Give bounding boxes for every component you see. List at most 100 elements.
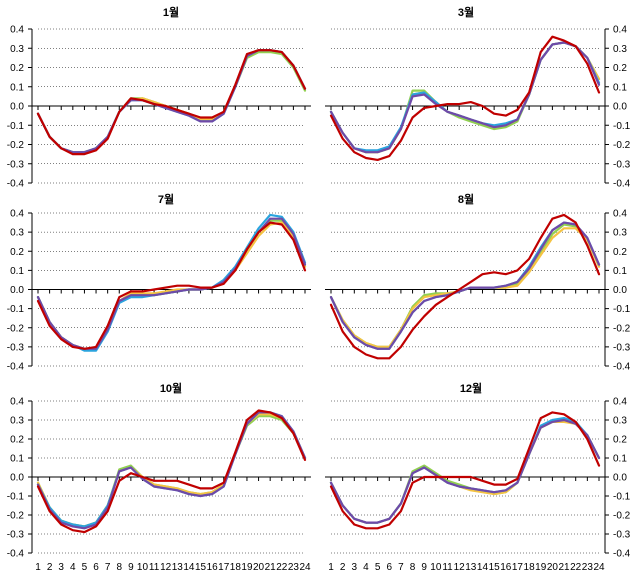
y-tick-label: 0.3 [613, 416, 627, 427]
y-tick-label: 0.4 [10, 397, 24, 408]
series-line-2 [329, 227, 601, 348]
y-tick-label: 0.0 [10, 102, 24, 113]
x-tick-label: 4 [363, 562, 369, 573]
series-line-5 [329, 213, 601, 360]
x-tick-label: 9 [128, 562, 134, 573]
y-tick-label: 0.1 [10, 82, 24, 93]
x-tick-label: 3 [352, 562, 358, 573]
y-tick-label: 0.0 [10, 285, 24, 296]
series-line-4 [36, 49, 307, 154]
series-line-3 [329, 41, 601, 152]
y-tick-label: 0.4 [613, 209, 627, 220]
series-line-3 [329, 417, 601, 524]
x-tick-label: 13 [465, 562, 477, 573]
y-tick-label: -0.2 [7, 323, 25, 334]
y-tick-label: 0.3 [613, 228, 627, 239]
y-tick-label: -0.3 [7, 530, 25, 541]
series-line-5 [36, 49, 307, 156]
x-tick-label: 6 [93, 562, 99, 573]
chart-title: 10월 [160, 381, 182, 395]
x-tick-label: 15 [489, 562, 501, 573]
series-line-1 [329, 41, 601, 154]
x-tick-label: 10 [137, 562, 149, 573]
y-tick-label: -0.1 [7, 304, 25, 315]
x-tick-label: 21 [265, 562, 277, 573]
chart-panel-4: 8월 0.4 0.3 0.2 0.1 0.0 -0.1 -0.2 -0.3 -0.4 [325, 192, 631, 373]
series-line-3 [36, 213, 307, 352]
y-tick-label: 0.0 [613, 102, 627, 113]
series-line-4 [329, 221, 601, 350]
y-tick-label: -0.4 [613, 549, 631, 560]
x-tick-label: 18 [524, 562, 536, 573]
x-tick-label: 19 [241, 562, 253, 573]
y-tick-label: -0.1 [613, 492, 631, 503]
series-line-5 [329, 35, 601, 161]
y-tick-label: 0.2 [10, 435, 24, 446]
x-tick-label: 16 [207, 562, 219, 573]
x-tick-label: 24 [299, 562, 311, 573]
y-tick-label: 0.1 [10, 454, 24, 465]
x-tick-label: 17 [512, 562, 524, 573]
x-tick-label: 8 [410, 562, 416, 573]
x-tick-label: 9 [421, 562, 427, 573]
y-tick-label: 0.1 [613, 454, 627, 465]
y-tick-label: -0.2 [7, 511, 25, 522]
chart-panel-2: 3월 0.4 0.3 0.2 0.1 0.0 -0.1 -0.2 -0.3 -0.4 [325, 5, 631, 190]
y-tick-label: 0.3 [10, 44, 24, 55]
chart-panel-1: 1월 0.4 0.3 0.2 0.1 0.0 -0.1 -0.2 -0.3 -0.4 [7, 5, 311, 190]
series-line-3 [36, 49, 307, 154]
x-tick-label: 5 [82, 562, 88, 573]
x-tick-label: 12 [454, 562, 466, 573]
y-tick-label: 0.3 [10, 416, 24, 427]
x-tick-label: 1 [35, 562, 41, 573]
y-tick-label: 0.4 [10, 209, 24, 220]
x-tick-label: 2 [47, 562, 53, 573]
y-tick-label: -0.1 [613, 121, 631, 132]
x-tick-label: 3 [58, 562, 64, 573]
series-line-2 [329, 420, 601, 524]
chart-panel-3: 7월 0.4 0.3 0.2 0.1 0.0 -0.1 -0.2 -0.3 -0.4 [7, 192, 311, 373]
x-tick-label: 20 [547, 562, 559, 573]
y-tick-label: -0.4 [613, 362, 631, 373]
x-tick-label: 11 [149, 562, 160, 573]
x-tick-label: 21 [558, 562, 570, 573]
x-tick-label: 1 [328, 562, 334, 573]
series-line-4 [36, 217, 307, 350]
y-tick-label: 0.4 [10, 25, 24, 36]
y-tick-label: 0.3 [613, 44, 627, 55]
y-tick-label: 0.2 [10, 247, 24, 258]
y-tick-label: 0.0 [613, 285, 627, 296]
y-tick-label: -0.1 [7, 492, 25, 503]
y-tick-label: -0.1 [613, 304, 631, 315]
chart-title: 3월 [458, 5, 474, 19]
y-tick-label: 0.4 [613, 397, 627, 408]
series-line-1 [36, 415, 307, 528]
y-tick-label: 0.1 [10, 266, 24, 277]
y-tick-label: 0.1 [613, 266, 627, 277]
y-tick-label: 0.2 [613, 247, 627, 258]
y-tick-label: 0.2 [10, 63, 24, 74]
y-tick-label: 0.0 [10, 473, 24, 484]
x-tick-label: 15 [195, 562, 207, 573]
series-line-4 [329, 41, 601, 154]
y-tick-label: 0.2 [613, 63, 627, 74]
x-tick-label: 11 [442, 562, 453, 573]
y-tick-label: -0.3 [613, 530, 631, 541]
x-tick-label: 13 [172, 562, 184, 573]
y-tick-label: -0.4 [7, 549, 25, 560]
series-line-5 [329, 411, 601, 530]
x-tick-label: 18 [230, 562, 242, 573]
y-tick-label: 0.0 [613, 473, 627, 484]
y-tick-label: -0.2 [613, 511, 631, 522]
x-tick-label: 23 [288, 562, 300, 573]
y-tick-label: -0.2 [613, 323, 631, 334]
y-tick-label: -0.3 [613, 342, 631, 353]
series-line-2 [36, 413, 307, 528]
x-tick-label: 19 [535, 562, 547, 573]
series-line-1 [329, 418, 601, 524]
y-tick-label: 0.3 [10, 228, 24, 239]
x-tick-label: 24 [593, 562, 605, 573]
x-tick-label: 12 [160, 562, 172, 573]
x-tick-label: 20 [253, 562, 265, 573]
